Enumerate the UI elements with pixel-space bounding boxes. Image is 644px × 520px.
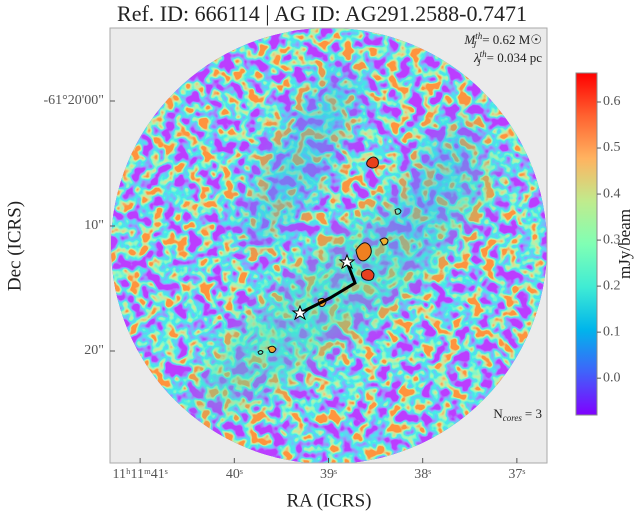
colorbar-tick-label: 0.5 (603, 140, 621, 155)
colorbar-tick-label: 0.2 (603, 278, 621, 293)
sub: cores (503, 413, 523, 423)
sup: th (480, 49, 488, 59)
x-axis-label: RA (ICRS) (287, 490, 372, 511)
y-tick-label: 10" (84, 218, 104, 233)
colorbar-label: mJy/beam (615, 209, 634, 279)
sub: J (477, 58, 482, 68)
y-tick-label: 20" (84, 343, 104, 358)
symbol: λ (473, 50, 480, 65)
colorbar-tick-label: 0.0 (603, 370, 621, 385)
x-tick-label: 37ˢ (508, 467, 525, 482)
sub: J (472, 40, 477, 50)
x-tick-label: 40ˢ (226, 467, 243, 482)
symbol: N (493, 406, 503, 421)
x-tick-label: 11ʰ11ᵐ41ˢ (112, 467, 167, 482)
colorbar-tick-label: 0.6 (603, 94, 621, 109)
colorbar (575, 72, 598, 416)
contours (257, 156, 402, 355)
map-image (111, 28, 547, 463)
y-axis-label: Dec (ICRS) (4, 201, 25, 291)
x-tick-label: 38ˢ (414, 467, 431, 482)
chart-title: Ref. ID: 666114 | AG ID: AG291.2588-0.74… (117, 1, 527, 26)
filament (291, 253, 357, 321)
colorbar-tick-label: 0.4 (603, 186, 621, 201)
text: = 3 (525, 406, 542, 421)
colorbar-tick-label: 0.3 (603, 232, 621, 247)
colorbar-tick-label: 0.1 (603, 324, 621, 339)
annotation: λth J = 0.034 pc (473, 49, 542, 68)
text: = 0.034 pc (487, 50, 543, 65)
sup: th (475, 31, 483, 41)
annotation: Mth J = 0.62 M☉ (463, 31, 542, 50)
cores-label: Ncores = 3 (493, 406, 542, 423)
symbol: M (463, 32, 476, 47)
y-tick-label: -61°20'00" (44, 93, 105, 108)
text: = 0.62 M☉ (482, 32, 542, 47)
x-tick-label: 39ˢ (320, 467, 337, 482)
